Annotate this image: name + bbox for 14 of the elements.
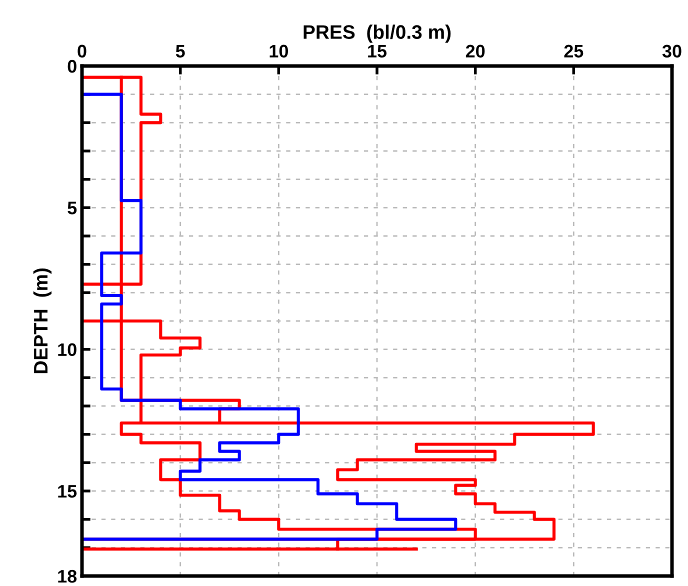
x-tick-label: 0 bbox=[78, 44, 86, 58]
y-tick-label: 5 bbox=[68, 202, 77, 214]
x-tick-label: 10 bbox=[270, 44, 288, 58]
x-tick-label: 25 bbox=[564, 44, 584, 58]
y-tick-label: 0 bbox=[68, 60, 76, 73]
x-tick-label: 5 bbox=[176, 44, 185, 58]
y-tick-label: 18 bbox=[58, 570, 77, 583]
x-tick-label: 20 bbox=[466, 44, 485, 58]
x-axis-title: PRES (bl/0.3 m) bbox=[304, 24, 451, 43]
x-tick-label: 15 bbox=[368, 44, 387, 58]
y-axis-title: DEPTH (m) bbox=[33, 268, 52, 374]
y-tick-label: 15 bbox=[58, 485, 77, 498]
x-tick-label: 30 bbox=[662, 44, 682, 58]
y-tick-label: 10 bbox=[58, 343, 76, 356]
